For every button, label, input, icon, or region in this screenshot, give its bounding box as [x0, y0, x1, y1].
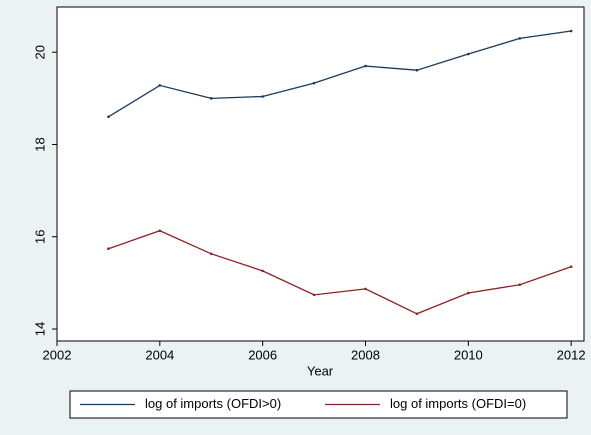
- y-tick-label: 20: [32, 45, 47, 59]
- y-tick-label: 14: [32, 322, 47, 336]
- legend-label: log of imports (OFDI=0): [390, 396, 526, 411]
- x-axis-label: Year: [307, 363, 334, 378]
- point: [518, 37, 522, 40]
- point: [415, 312, 419, 316]
- point: [209, 97, 213, 100]
- x-tick-label: 2004: [145, 347, 174, 362]
- point: [364, 287, 367, 291]
- y-tick-label: 18: [32, 137, 47, 151]
- point: [467, 291, 470, 295]
- point: [107, 115, 110, 119]
- point: [107, 247, 110, 251]
- legend-label: log of imports (OFDI>0): [145, 396, 281, 411]
- x-tick-label: 2006: [248, 347, 277, 362]
- point: [312, 81, 316, 85]
- x-tick-label: 2008: [351, 347, 380, 362]
- point: [158, 229, 162, 233]
- y-tick-label: 16: [32, 230, 47, 244]
- point: [364, 64, 367, 68]
- plot-area: [56, 6, 585, 342]
- point: [415, 68, 419, 72]
- legend: [69, 390, 568, 419]
- x-tick-label: 2002: [43, 347, 72, 362]
- line: [108, 30, 572, 118]
- point: [569, 29, 573, 33]
- point: [261, 95, 264, 98]
- point: [261, 269, 264, 273]
- point: [158, 84, 162, 87]
- point: [467, 52, 470, 56]
- line: [108, 230, 572, 315]
- point: [209, 252, 213, 256]
- x-tick-label: 2012: [557, 347, 586, 362]
- point: [518, 283, 522, 287]
- point: [312, 293, 316, 297]
- point: [569, 265, 573, 269]
- x-tick-label: 2010: [454, 347, 483, 362]
